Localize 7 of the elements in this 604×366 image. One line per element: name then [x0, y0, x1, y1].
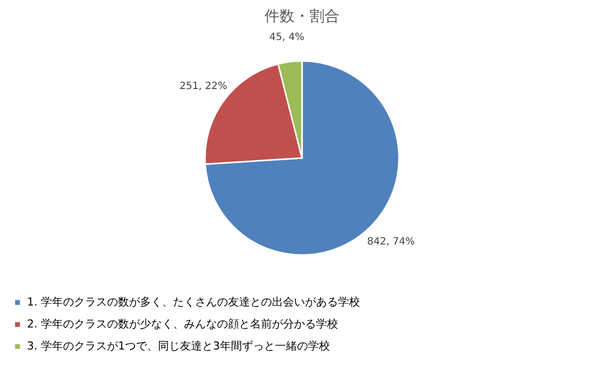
data-label: 45, 4% — [269, 32, 304, 43]
data-label: 251, 22% — [180, 81, 228, 92]
data-label: 842, 74% — [367, 236, 415, 248]
legend-label: 3. 学年のクラスが1つで、同じ友達と3年間ずっと一緒の学校 — [27, 340, 330, 352]
legend-label: 2. 学年のクラスの数が少なく、みんなの顔と名前が分かる学校 — [27, 318, 338, 330]
legend-label: 1. 学年のクラスの数が多く、たくさんの友達との出会いがある学校 — [27, 296, 360, 308]
chart-title: 件数・割合 — [264, 6, 340, 25]
